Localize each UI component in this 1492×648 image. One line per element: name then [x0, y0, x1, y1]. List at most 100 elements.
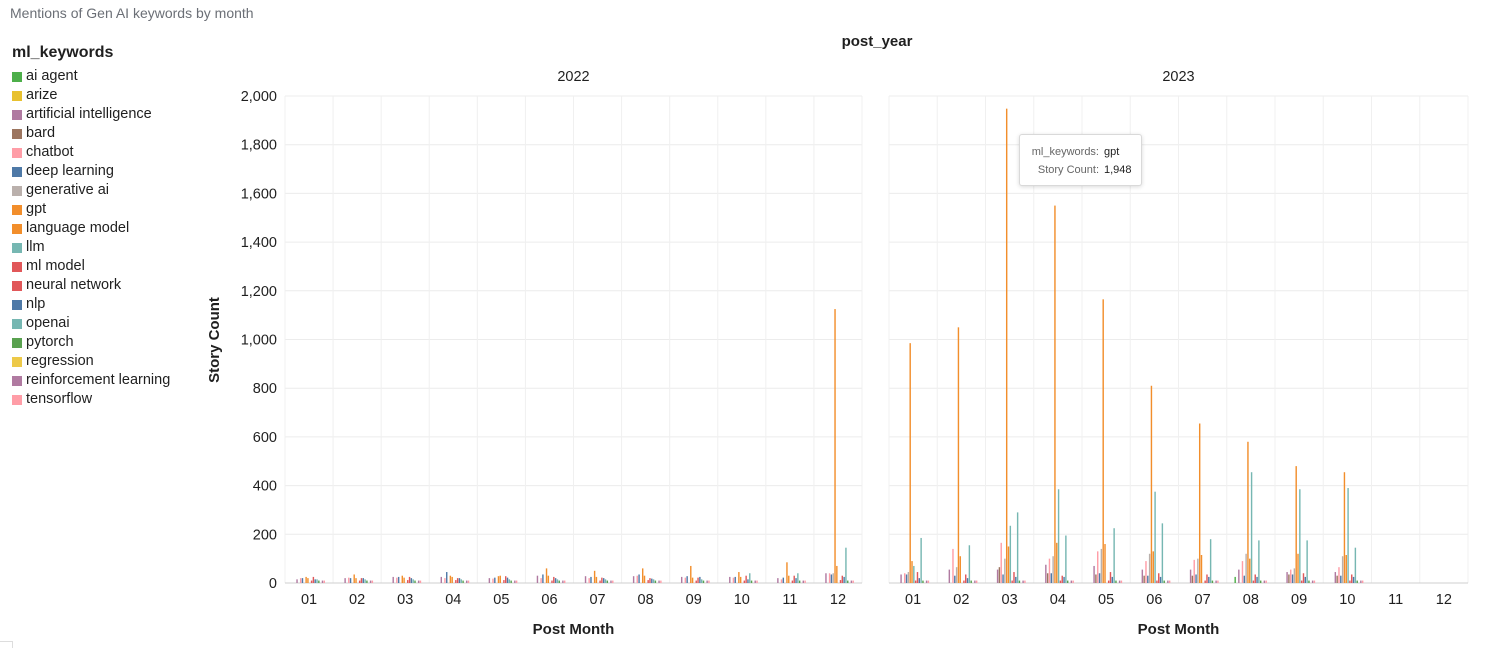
bar	[729, 576, 731, 583]
bar	[358, 580, 361, 583]
x-tick-label: 07	[1195, 592, 1211, 608]
legend-item[interactable]: chatbot	[12, 145, 192, 160]
x-axis-label: Post Month	[1138, 621, 1220, 638]
bar	[593, 570, 596, 583]
legend-item[interactable]: openai	[12, 316, 192, 331]
legend-item[interactable]: llm	[12, 240, 192, 255]
legend-item[interactable]: bard	[12, 126, 192, 141]
bar	[1052, 556, 1054, 583]
legend-item[interactable]: ml model	[12, 259, 192, 274]
bar	[1095, 574, 1097, 583]
legend-item[interactable]: gpt	[12, 202, 192, 217]
bar	[1004, 558, 1006, 583]
bar	[1243, 575, 1246, 583]
bar	[547, 575, 550, 583]
bar	[1152, 551, 1154, 583]
bar	[1061, 575, 1063, 583]
bar	[1024, 580, 1026, 583]
y-tick-label: 1,200	[241, 284, 277, 300]
legend-swatch	[12, 205, 22, 215]
bar	[1340, 575, 1342, 583]
bar	[916, 572, 919, 583]
bar	[403, 577, 405, 583]
bar	[401, 575, 403, 583]
bar	[540, 578, 542, 583]
bar	[1288, 574, 1290, 583]
legend-item[interactable]: reinforcement learning	[12, 373, 192, 388]
legend-item[interactable]: ai agent	[12, 69, 192, 84]
bar	[1259, 580, 1262, 583]
y-tick-label: 600	[253, 430, 277, 446]
legend-label: reinforcement learning	[26, 372, 171, 388]
bar	[843, 576, 845, 583]
bar	[654, 580, 657, 583]
bar	[1197, 558, 1199, 583]
bar	[1217, 580, 1219, 583]
bar	[1299, 489, 1301, 583]
bar	[514, 580, 516, 583]
legend-title: ml_keywords	[12, 44, 114, 61]
bar	[1015, 576, 1017, 583]
legend-swatch	[12, 395, 22, 405]
bar	[756, 580, 758, 583]
bar	[551, 580, 553, 583]
bar	[695, 580, 697, 583]
bar	[839, 580, 842, 583]
bar	[369, 580, 372, 583]
bar	[1343, 472, 1346, 583]
bar	[612, 580, 614, 583]
bar	[1334, 572, 1337, 583]
bar	[588, 578, 590, 583]
bar	[660, 580, 662, 583]
legend-swatch	[12, 129, 22, 139]
bar	[458, 578, 461, 583]
bar	[996, 569, 999, 583]
legend-label: gpt	[26, 201, 47, 217]
legend-label: ml model	[26, 258, 85, 274]
bar	[318, 580, 320, 583]
bar	[836, 565, 838, 583]
legend-swatch	[12, 224, 22, 234]
bar	[1148, 553, 1151, 583]
bar	[651, 578, 653, 583]
legend-item[interactable]: tensorflow	[12, 392, 192, 407]
legend-item[interactable]: regression	[12, 354, 192, 369]
bar	[1291, 574, 1294, 583]
legend-item[interactable]: neural network	[12, 278, 192, 293]
legend-item[interactable]: generative ai	[12, 183, 192, 198]
x-tick-label: 05	[1098, 592, 1114, 608]
bar	[506, 577, 509, 583]
bar	[913, 565, 915, 583]
bar	[750, 580, 753, 583]
bar	[852, 580, 854, 583]
bar	[954, 575, 956, 583]
bar	[1118, 580, 1121, 583]
bar	[845, 547, 847, 583]
x-tick-label: 03	[397, 592, 413, 608]
bar	[1258, 540, 1260, 583]
legend-item[interactable]: arize	[12, 88, 192, 103]
bar	[1234, 576, 1236, 583]
legend-swatch	[12, 72, 22, 82]
bar	[1102, 299, 1104, 583]
bar	[444, 578, 446, 583]
legend-item[interactable]: nlp	[12, 297, 192, 312]
bar	[1250, 472, 1253, 583]
bar	[1256, 576, 1258, 583]
legend-item[interactable]: artificial intelligence	[12, 107, 192, 122]
bar	[1347, 488, 1349, 583]
legend-item[interactable]: language model	[12, 221, 192, 236]
bar	[604, 579, 607, 583]
bar	[371, 580, 374, 583]
bar	[1097, 551, 1099, 583]
bar	[316, 579, 318, 583]
bar	[1065, 535, 1067, 583]
bar	[299, 578, 302, 583]
legend-item[interactable]: pytorch	[12, 335, 192, 350]
legend-item[interactable]: deep learning	[12, 164, 192, 179]
bar	[900, 574, 902, 583]
bar	[957, 327, 960, 583]
bar	[830, 574, 833, 583]
bar	[556, 579, 559, 583]
